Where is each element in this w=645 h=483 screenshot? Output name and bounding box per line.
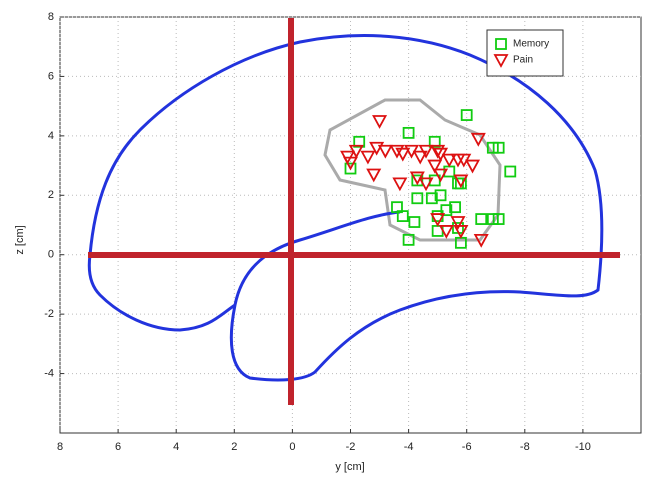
x-tick-label: 4 [173,441,179,453]
y-tick-label: -2 [44,308,54,320]
y-tick-label: 6 [48,70,54,82]
x-axis-label: y [cm] [335,461,364,473]
chart: y [cm] z [cm] 8 6 4 2 0 -2 -4 -6 -8 -10 8 6 4 2 0 -2 -4 M… [0,0,645,483]
x-tick-label: 8 [57,441,63,453]
y-tick-label: 4 [48,130,54,142]
y-axis-label: z [cm] [14,225,26,254]
y-tick-label: 8 [48,11,54,23]
x-tick-label: 0 [289,441,295,453]
x-tick-label: -4 [404,441,414,453]
x-tick-label: 2 [231,441,237,453]
x-tick-label: -6 [462,441,472,453]
legend-label: Pain [513,55,533,66]
x-tick-label: 6 [115,441,121,453]
y-tick-label: -4 [44,367,54,379]
y-tick-label: 2 [48,189,54,201]
legend-label: Memory [513,39,549,50]
x-tick-label: -10 [575,441,591,453]
y-tick-label: 0 [48,249,54,261]
legend-box [487,30,563,76]
x-tick-label: -2 [346,441,356,453]
page: {"chart_data": {"type": "scatter", "xlab… [0,0,645,483]
x-tick-label: -8 [520,441,530,453]
